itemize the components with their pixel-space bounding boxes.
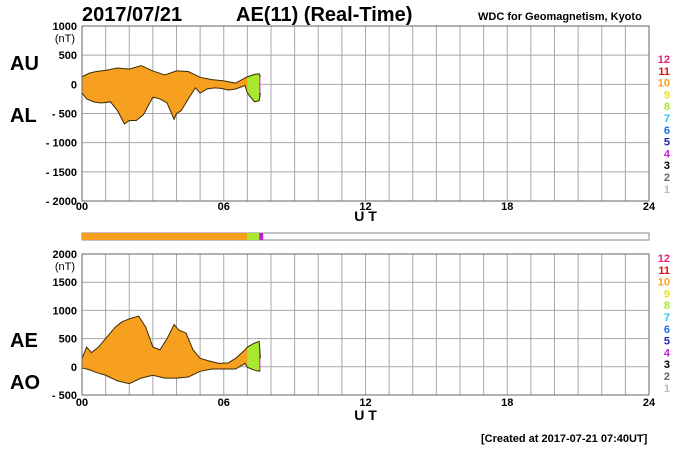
legend-level: 5 (664, 336, 670, 348)
y-tick-label: - 1500 (46, 167, 77, 179)
x-tick-label: 00 (76, 201, 88, 213)
y-tick-label: - 2000 (46, 196, 77, 208)
legend-level: 7 (664, 312, 670, 324)
y-tick-label: 1500 (53, 277, 77, 289)
x-tick-label: 24 (643, 201, 656, 213)
hour-color-bar-segment (259, 233, 264, 240)
legend-level: 6 (664, 125, 670, 137)
plot-frame (81, 25, 650, 202)
series-line-au (81, 65, 261, 84)
legend-level: 4 (664, 148, 671, 160)
legend-level: 2 (664, 172, 670, 184)
y-tick-label: - 500 (52, 390, 77, 402)
legend-level: 8 (664, 101, 670, 113)
upper-series-label: AU (10, 53, 39, 75)
legend-level: 7 (664, 113, 670, 125)
area-fill-group (82, 316, 261, 384)
area-fill-segment (247, 65, 260, 124)
legend-level: 10 (658, 277, 670, 289)
y-tick-label: 500 (59, 50, 77, 62)
y-tick-label: - 500 (52, 109, 77, 121)
created-timestamp: [Created at 2017-07-21 07:40UT] (481, 433, 648, 445)
area-fill-segment (82, 316, 248, 384)
x-tick-label: 12 (359, 397, 371, 409)
legend-level: 4 (664, 347, 671, 359)
plot-frame (81, 253, 650, 396)
lower-series-label: AL (10, 105, 37, 127)
x-axis-label: U T (354, 407, 377, 423)
y-tick-label: - 1000 (46, 138, 77, 150)
legend-level: 12 (658, 54, 670, 66)
legend-level: 10 (658, 78, 670, 90)
legend-level: 1 (664, 383, 670, 395)
x-tick-label: 00 (76, 397, 88, 409)
legend-level: 3 (664, 160, 670, 172)
x-tick-label: 12 (359, 201, 371, 213)
x-axis-label: U T (354, 208, 377, 224)
legend-level: 9 (664, 89, 670, 101)
y-unit-label: (nT) (55, 33, 75, 45)
x-tick-label: 24 (643, 397, 656, 409)
y-tick-label: 0 (71, 362, 77, 374)
x-tick-label: 06 (218, 201, 230, 213)
chart-date: 2017/07/21 (82, 4, 183, 26)
legend-level: 1 (664, 184, 670, 196)
chart-title: AE(11) (Real-Time) (236, 4, 413, 26)
area-fill-segment (259, 316, 261, 384)
hour-color-bar-segment (247, 233, 260, 240)
x-tick-label: 18 (501, 201, 513, 213)
legend-level: 11 (658, 66, 670, 78)
y-tick-label: 1000 (53, 21, 77, 33)
hour-color-bar-segment (82, 233, 248, 240)
y-tick-label: 500 (59, 334, 77, 346)
y-tick-label: 1000 (53, 305, 77, 317)
y-unit-label: (nT) (55, 261, 75, 273)
series-line-ae (81, 315, 261, 364)
x-tick-label: 06 (218, 397, 230, 409)
legend-level: 11 (658, 265, 670, 277)
lower-series-label: AO (10, 372, 40, 394)
legend-level: 3 (664, 359, 670, 371)
y-tick-label: 0 (71, 79, 77, 91)
y-tick-label: 2000 (53, 249, 77, 261)
legend-level: 6 (664, 324, 670, 336)
legend-level: 5 (664, 137, 670, 149)
series-line-al (81, 84, 261, 125)
upper-series-label: AE (10, 330, 38, 352)
area-fill-segment (247, 316, 260, 384)
data-source: WDC for Geomagnetism, Kyoto (478, 11, 642, 23)
legend-level: 12 (658, 253, 670, 265)
x-tick-label: 18 (501, 397, 513, 409)
legend-level: 2 (664, 371, 670, 383)
series-line-ao (81, 362, 261, 385)
legend-level: 8 (664, 300, 670, 312)
legend-level: 9 (664, 288, 670, 300)
